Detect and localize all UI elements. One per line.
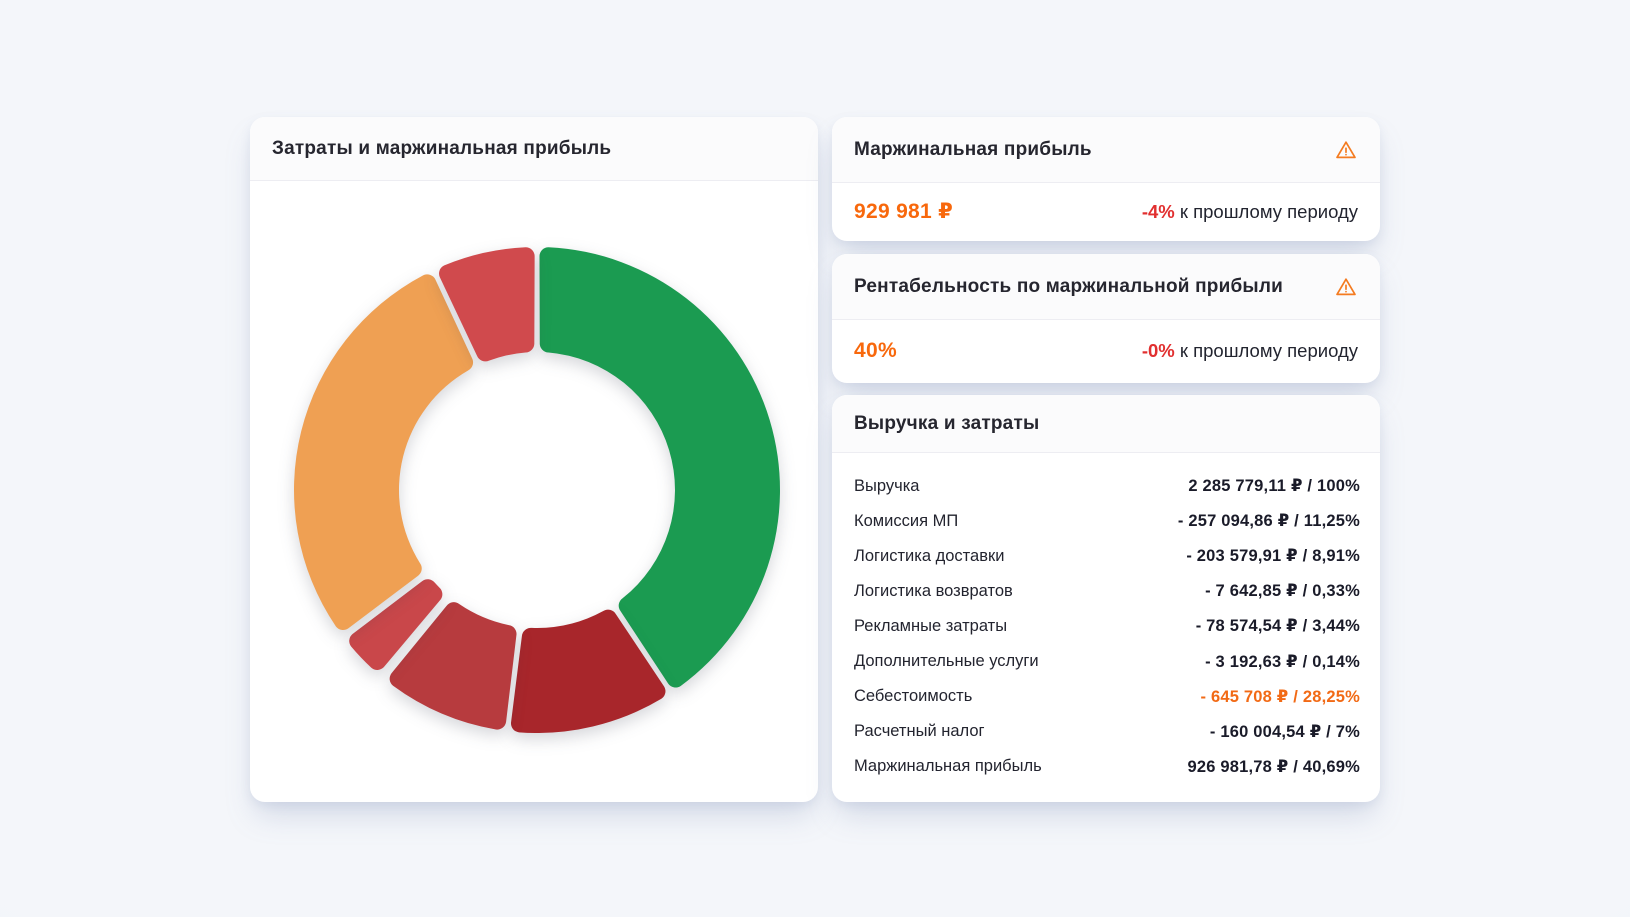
table-row: Дополнительные услуги - 3 192,63 ₽ / 0,14…: [854, 652, 1360, 672]
donut-segment-2[interactable]: Логистика доставки — 8.91%: [389, 602, 517, 730]
row-label: Логистика возвратов: [854, 581, 1013, 600]
kpi-delta-percent: -4%: [1141, 200, 1175, 222]
kpi-card-title: Маржинальная прибыль: [854, 138, 1092, 160]
table-row: Расчетный налог - 160 004,54 ₽ / 7%: [854, 722, 1360, 742]
kpi-delta-suffix: к прошлому периоду: [1174, 340, 1358, 361]
table-row: Логистика возвратов - 7 642,85 ₽ / 0,33%: [854, 581, 1360, 601]
donut-segment-1[interactable]: Комиссия МП — 11.25%: [510, 609, 666, 733]
chart-card-header: Затраты и маржинальная прибыль: [250, 117, 818, 181]
revenue-costs-card: Выручка и затраты Выручка 2 285 779,11 ₽ …: [832, 395, 1380, 802]
kpi-delta-text: -0% к прошлому периоду: [1142, 340, 1358, 362]
kpi-body: 40% -0% к прошлому периоду: [832, 320, 1380, 382]
kpi-delta-suffix: к прошлому периоду: [1174, 200, 1358, 222]
donut-segment-4[interactable]: Рекламные затраты — 3.44%: [349, 579, 443, 670]
kpi-delta-percent: -0%: [1141, 340, 1175, 361]
row-value: - 3 192,63 ₽ / 0,14%: [1205, 652, 1360, 671]
table-row: Маржинальная прибыль 926 981,78 ₽ / 40,69…: [854, 757, 1360, 777]
row-value: - 78 574,54 ₽ / 3,44%: [1195, 617, 1360, 636]
table-row: Выручка 2 285 779,11 ₽ / 100%: [854, 476, 1360, 496]
kpi-card-header: Маржинальная прибыль: [832, 117, 1380, 183]
kpi-value: 929 981 ₽: [854, 200, 954, 223]
table-row: Себестоимость - 645 708 ₽ / 28,25%: [854, 687, 1360, 707]
row-label: Комиссия МП: [854, 511, 959, 530]
margin-profitability-kpi-card: Рентабельность по маржинальной прибыли 4…: [832, 254, 1380, 383]
warning-triangle-icon[interactable]: [1334, 275, 1358, 299]
kpi-delta-text: -4% к прошлому периоду: [1142, 201, 1358, 223]
row-value: - 203 579,91 ₽ / 8,91%: [1186, 547, 1360, 566]
row-label: Рекламные затраты: [854, 616, 1008, 635]
marginal-profit-kpi-card: Маржинальная прибыль 929 981 ₽ -4% к про…: [832, 117, 1380, 241]
costs-and-margin-chart-card: Затраты и маржинальная прибыль Маржиналь…: [250, 117, 818, 802]
row-value: 2 285 779,11 ₽ / 100%: [1188, 477, 1360, 496]
row-label: Себестоимость: [854, 687, 973, 706]
breakdown-card-header: Выручка и затраты: [832, 395, 1380, 453]
table-row: Логистика доставки - 203 579,91 ₽ / 8,91%: [854, 546, 1360, 566]
breakdown-rows: Выручка 2 285 779,11 ₽ / 100% Комиссия МП -…: [832, 453, 1380, 802]
table-row: Рекламные затраты - 78 574,54 ₽ / 3,44%: [854, 616, 1360, 636]
row-value: - 645 708 ₽ / 28,25%: [1200, 687, 1360, 706]
row-value: 926 981,78 ₽ / 40,69%: [1187, 757, 1360, 776]
donut-chart-svg: Маржинальная прибыль — 40.69%Комиссия МП…: [293, 247, 780, 733]
table-row: Комиссия МП - 257 094,86 ₽ / 11,25%: [854, 511, 1360, 531]
warning-triangle-icon[interactable]: [1334, 138, 1358, 162]
kpi-card-title: Рентабельность по маржинальной прибыли: [854, 275, 1283, 297]
kpi-value: 40%: [854, 339, 897, 362]
kpi-card-header: Рентабельность по маржинальной прибыли: [832, 254, 1380, 320]
breakdown-card-title: Выручка и затраты: [854, 412, 1040, 434]
row-label: Выручка: [854, 476, 920, 495]
kpi-body: 929 981 ₽ -4% к прошлому периоду: [832, 183, 1380, 240]
chart-card-title: Затраты и маржинальная прибыль: [272, 137, 612, 159]
row-label: Расчетный налог: [854, 722, 985, 741]
row-label: Логистика доставки: [854, 546, 1005, 565]
donut-segment-0[interactable]: Маржинальная прибыль — 40.69%: [539, 247, 780, 688]
row-label: Маржинальная прибыль: [854, 757, 1042, 776]
row-label: Дополнительные услуги: [854, 652, 1039, 671]
row-value: - 7 642,85 ₽ / 0,33%: [1205, 582, 1360, 601]
row-value: - 257 094,86 ₽ / 11,25%: [1177, 512, 1360, 531]
donut-segment-7[interactable]: Расчетный налог — 7%: [439, 247, 535, 362]
row-value: - 160 004,54 ₽ / 7%: [1209, 722, 1360, 741]
donut-segment-6[interactable]: Себестоимость — 28.25%: [293, 274, 474, 631]
donut-chart-area: Маржинальная прибыль — 40.69%Комиссия МП…: [250, 181, 818, 801]
